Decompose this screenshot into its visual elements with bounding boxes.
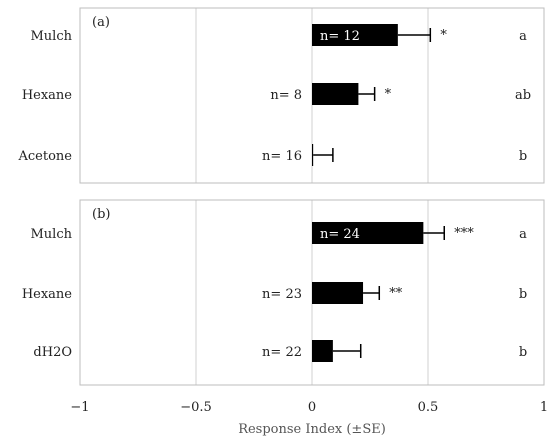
bar: [312, 340, 333, 362]
x-axis-label: Response Index (±SE): [238, 422, 386, 437]
bar: [312, 24, 398, 46]
bar: [312, 222, 424, 244]
n-label: n= 24: [320, 227, 360, 242]
panel-frame: [79, 199, 545, 386]
panel-frame: [79, 7, 545, 184]
n-label: n= 22: [262, 345, 302, 360]
group-letter: b: [519, 345, 527, 360]
category-label: Mulch: [31, 29, 73, 44]
category-label: dH2O: [33, 345, 72, 360]
group-letter: b: [519, 149, 527, 164]
n-label: n= 16: [262, 149, 302, 164]
significance-marker: **: [389, 286, 403, 301]
n-label: n= 8: [270, 88, 302, 103]
panel-label: (a): [92, 15, 110, 30]
x-tick-label: 0.5: [418, 400, 439, 415]
category-label: Mulch: [31, 227, 73, 242]
x-tick-label: −0.5: [180, 400, 212, 415]
panel-label: (b): [92, 207, 110, 222]
x-tick-label: −1: [70, 400, 89, 415]
bar: [312, 144, 314, 166]
group-letter: a: [519, 29, 527, 44]
n-label: n= 12: [320, 29, 360, 44]
x-tick-label: 1: [540, 400, 548, 415]
group-letter: ab: [515, 88, 531, 103]
significance-marker: *: [440, 28, 447, 43]
significance-marker: ***: [454, 226, 474, 241]
group-letter: b: [519, 287, 527, 302]
x-tick-label: 0: [308, 400, 316, 415]
significance-marker: *: [385, 87, 392, 102]
category-label: Hexane: [22, 287, 72, 302]
category-label: Hexane: [22, 88, 72, 103]
bar: [312, 282, 364, 304]
group-letter: a: [519, 227, 527, 242]
bar: [312, 83, 359, 105]
n-label: n= 23: [262, 287, 302, 302]
category-label: Acetone: [18, 149, 73, 164]
